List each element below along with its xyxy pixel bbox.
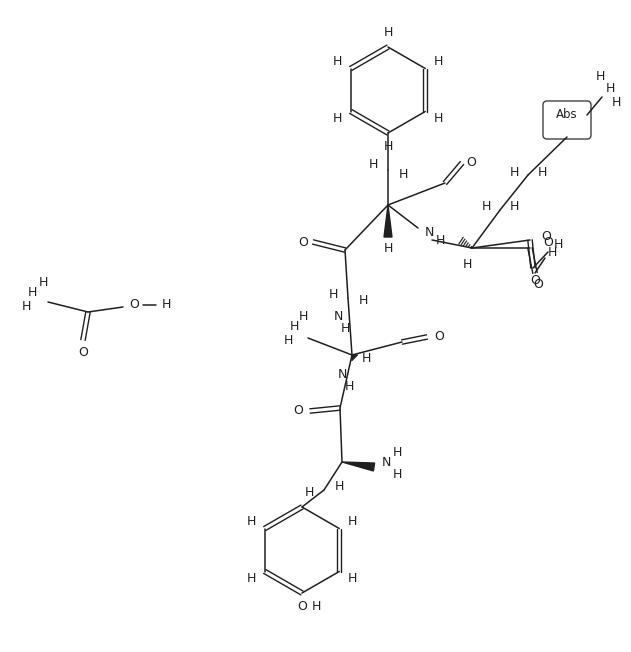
Text: H: H xyxy=(247,515,256,528)
Text: N: N xyxy=(333,310,343,323)
Text: O: O xyxy=(434,329,444,342)
Text: H: H xyxy=(334,481,344,494)
Text: H: H xyxy=(433,55,443,68)
Text: H: H xyxy=(38,276,48,288)
Text: H: H xyxy=(481,201,491,213)
Text: O: O xyxy=(78,346,88,359)
Text: H: H xyxy=(383,27,392,40)
Text: H: H xyxy=(298,310,308,323)
Text: H: H xyxy=(509,201,519,213)
Text: O: O xyxy=(297,600,307,614)
Text: H: H xyxy=(398,168,408,181)
Text: H: H xyxy=(383,243,392,256)
Text: H: H xyxy=(509,166,519,179)
Text: O: O xyxy=(293,404,303,417)
Polygon shape xyxy=(384,205,392,237)
Text: N: N xyxy=(338,368,346,381)
Polygon shape xyxy=(342,462,375,471)
Text: H: H xyxy=(340,321,350,334)
Text: H: H xyxy=(289,319,298,333)
Text: H: H xyxy=(547,246,557,259)
Text: Abs: Abs xyxy=(556,108,578,121)
Text: H: H xyxy=(605,83,615,95)
Text: H: H xyxy=(435,235,445,248)
Text: O: O xyxy=(466,156,476,170)
Text: H: H xyxy=(362,351,370,364)
Text: O: O xyxy=(530,273,540,286)
FancyBboxPatch shape xyxy=(543,101,591,139)
Text: H: H xyxy=(162,299,171,312)
Text: O: O xyxy=(533,278,543,291)
Text: O: O xyxy=(129,299,139,312)
Text: H: H xyxy=(383,140,392,153)
Text: H: H xyxy=(333,112,343,125)
Text: H: H xyxy=(358,295,368,308)
Text: H: H xyxy=(304,486,314,499)
Text: H: H xyxy=(611,96,621,110)
Text: H: H xyxy=(311,600,321,614)
Text: H: H xyxy=(392,445,402,458)
Text: H: H xyxy=(538,166,546,179)
Text: O: O xyxy=(298,235,308,248)
Text: H: H xyxy=(27,286,37,299)
Text: H: H xyxy=(21,301,31,314)
Text: H: H xyxy=(328,288,338,301)
Text: H: H xyxy=(553,239,563,252)
Text: N: N xyxy=(381,456,391,469)
Text: O: O xyxy=(543,237,553,250)
Text: O: O xyxy=(541,231,551,243)
Text: H: H xyxy=(283,334,293,348)
Text: H: H xyxy=(369,158,378,171)
Text: H: H xyxy=(247,572,256,585)
Text: H: H xyxy=(595,70,604,83)
Text: H: H xyxy=(333,55,343,68)
Text: H: H xyxy=(345,381,354,394)
Text: N: N xyxy=(424,226,433,239)
Text: H: H xyxy=(433,112,443,125)
Text: H: H xyxy=(348,572,357,585)
Text: H: H xyxy=(392,467,402,481)
Text: H: H xyxy=(463,258,472,271)
Text: H: H xyxy=(348,515,357,528)
